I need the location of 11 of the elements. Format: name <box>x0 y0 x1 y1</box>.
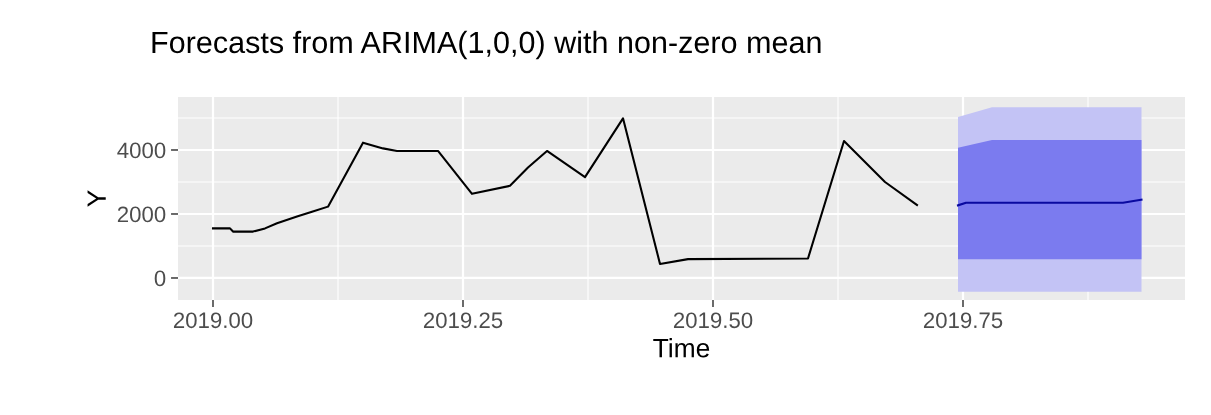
y-axis-title: Y <box>87 190 106 207</box>
y-tick-label: 2000 <box>117 206 166 223</box>
chart-title: Forecasts from ARIMA(1,0,0) with non-zero mean <box>152 30 821 60</box>
x-tick-label: 2019.25 <box>423 312 503 329</box>
x-tick-label: 2019.50 <box>673 312 753 329</box>
x-tick-label: 2019.75 <box>923 312 1003 329</box>
y-tick-label: 4000 <box>117 142 166 159</box>
line-series <box>211 117 919 265</box>
x-tick-label: 2019.00 <box>173 312 253 329</box>
y-tick-label: 0 <box>154 270 166 287</box>
x-axis-title: Time <box>653 338 710 358</box>
